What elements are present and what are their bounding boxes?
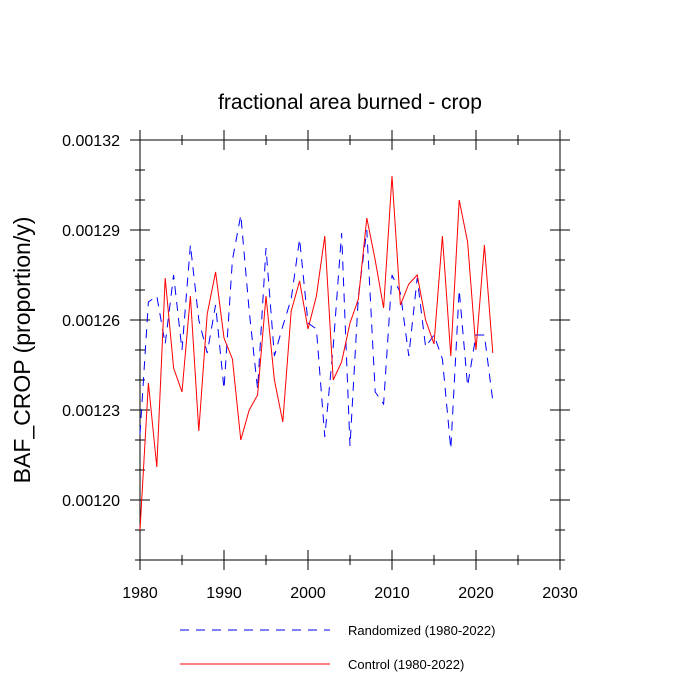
plot-frame — [139, 139, 561, 561]
y-tick-label: 0.00120 — [62, 493, 120, 510]
x-tick-label: 2000 — [290, 585, 326, 602]
y-tick-label: 0.00123 — [62, 403, 120, 420]
series-lines — [139, 175, 494, 531]
y-tick-label: 0.00132 — [62, 133, 120, 150]
y-tick-label: 0.00129 — [62, 223, 120, 240]
legend: Randomized (1980-2022) Control (1980-2022… — [180, 623, 495, 672]
y-tick-label: 0.00126 — [62, 313, 120, 330]
y-axis-label: BAF_CROP (proportion/y) — [9, 217, 35, 484]
plot-axes: 1980 1990 2000 2010 2020 2030 0.00120 0.00123 0.… — [62, 130, 578, 602]
x-tick-label: 2010 — [374, 585, 410, 602]
series-line-randomized — [139, 214, 494, 450]
x-tick-label: 1990 — [206, 585, 242, 602]
x-tick-label: 2020 — [458, 585, 494, 602]
legend-label: Control (1980-2022) — [348, 657, 464, 672]
series-line-control — [139, 175, 494, 531]
x-tick-label: 1980 — [122, 585, 158, 602]
x-tick-label: 2030 — [542, 585, 578, 602]
chart-title: fractional area burned - crop — [218, 91, 482, 114]
legend-label: Randomized (1980-2022) — [348, 623, 495, 638]
